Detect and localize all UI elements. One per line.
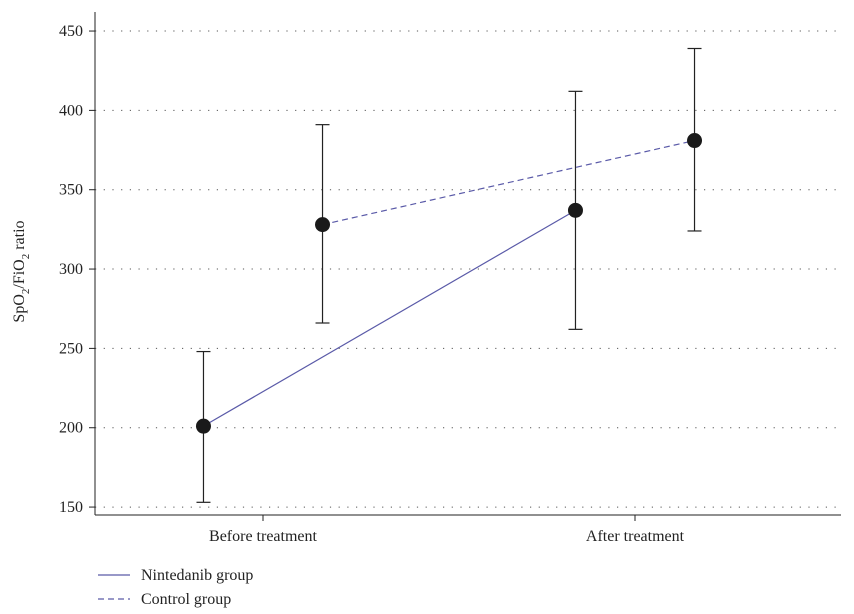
x-axis-ticks: Before treatment After treatment [209, 515, 685, 545]
series [195, 47, 703, 503]
legend: Nintedanib group Control group [98, 567, 253, 608]
y-axis-label-part-4: ratio [11, 220, 28, 253]
y-tick-label-150: 150 [59, 499, 83, 516]
data-point-1-1 [687, 133, 703, 149]
series-1 [315, 47, 703, 324]
y-tick-label-200: 200 [59, 420, 83, 437]
legend-label-1: Control group [141, 591, 231, 608]
series-line-1 [322, 139, 695, 226]
y-tick-label-350: 350 [59, 182, 83, 199]
y-tick-label-400: 400 [59, 102, 83, 119]
y-axis-label-part-2: /FiO [11, 259, 28, 288]
gridlines [95, 30, 841, 508]
y-axis-ticks: 150 200 250 300 350 400 450 [59, 23, 95, 516]
y-axis-label-part-0: SpO [11, 294, 28, 322]
data-point-0-1 [567, 202, 583, 218]
y-tick-label-450: 450 [59, 23, 83, 40]
data-point-1-0 [315, 217, 331, 233]
data-point-0-0 [195, 418, 211, 434]
y-axis-label: SpO2/FiO2 ratio [11, 220, 32, 322]
axes [94, 12, 841, 516]
y-axis-label-part-3: 2 [20, 254, 32, 260]
x-tick-label-0: Before treatment [209, 528, 318, 545]
x-tick-label-1: After treatment [586, 528, 685, 545]
series-line-0 [203, 209, 576, 427]
y-tick-label-300: 300 [59, 261, 83, 278]
legend-label-0: Nintedanib group [141, 567, 253, 584]
series-0 [195, 90, 583, 503]
y-tick-label-250: 250 [59, 340, 83, 357]
y-axis-label-part-1: 2 [20, 289, 32, 295]
